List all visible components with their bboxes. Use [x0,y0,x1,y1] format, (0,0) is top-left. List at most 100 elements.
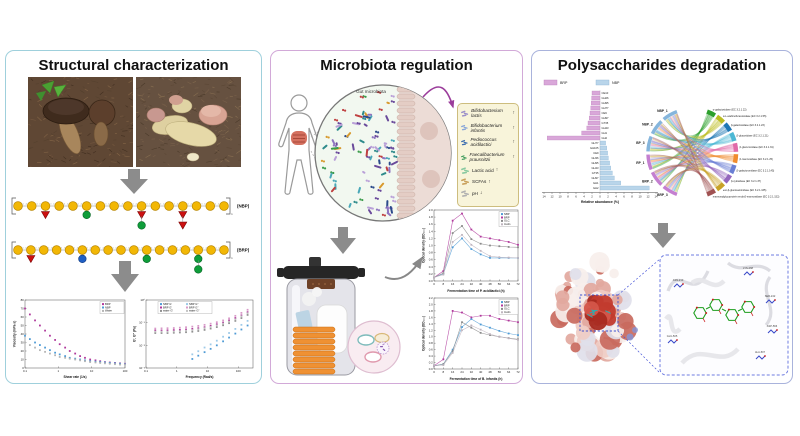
svg-text:10⁻³: 10⁻³ [139,366,145,370]
svg-text:56: 56 [498,282,502,286]
docking-view: ASN-213 LYS-268 SER-242 ASP-566 GLU-505 ALA-5… [550,251,789,376]
svg-text:Optical density (OD₆₀₀): Optical density (OD₆₀₀) [422,228,426,263]
human-figure [278,94,320,195]
svg-text:0.8: 0.8 [429,341,433,345]
svg-text:(1→4): (1→4) [22,248,27,250]
svg-text:1.8: 1.8 [429,309,433,313]
svg-text:NBP G″: NBP G″ [189,302,198,306]
trend-arrow-icon: ↑ [512,139,516,146]
bacteria-icon [461,139,468,146]
svg-text:BRP: BRP [560,81,568,85]
svg-text:1.4: 1.4 [429,229,433,233]
svg-text:BRP_1: BRP_1 [636,161,645,165]
svg-text:GH1: GH1 [593,181,599,185]
svg-text:10: 10 [206,369,210,373]
svg-text:n: n [231,213,233,216]
svg-text:(1→4): (1→4) [177,248,182,250]
svg-text:80: 80 [21,298,25,302]
down-arrow-icon [111,261,139,292]
svg-text:64: 64 [507,282,511,286]
svg-text:(1→4): (1→4) [105,204,110,206]
svg-text:(1→4): (1→4) [160,204,165,206]
svg-text:(1→4): (1→4) [187,204,192,206]
svg-text:8: 8 [443,370,445,374]
finding-item: SCFAs ↑ [461,178,515,186]
svg-text:β-galacturonidase (EC 3.2.1.14: β-galacturonidase (EC 3.2.1.145) [737,169,775,173]
svg-text:72: 72 [516,282,520,286]
svg-text:1.0: 1.0 [429,244,433,248]
svg-text:14: 14 [654,195,658,199]
svg-text:16: 16 [451,370,455,374]
svg-text:0.4: 0.4 [429,354,433,358]
down-arrow-icon [330,227,356,254]
svg-text:10: 10 [638,195,642,199]
svg-text:BRP: BRP [105,302,111,306]
svg-text:CE9: CE9 [593,151,599,155]
svg-text:(1→4): (1→4) [201,204,206,206]
svg-text:(BRP): (BRP) [237,248,250,253]
svg-text:8: 8 [567,195,569,199]
svg-text:10⁰: 10⁰ [140,298,145,302]
svg-text:(1→4): (1→4) [36,204,41,206]
svg-text:GH2: GH2 [593,186,599,190]
svg-text:(1→4): (1→4) [35,248,40,250]
svg-text:GLC: GLC [504,219,510,223]
residue-label: GLU-505 [667,334,678,338]
svg-text:0.0: 0.0 [429,367,433,371]
od-plot-infantis: 0 8 16 24 32 40 48 56 64 72 0.0 0.2 0.4 0.6 0.8 1.0 1.2 1… [422,296,520,381]
svg-text:6: 6 [575,195,577,199]
svg-text:GH95: GH95 [591,161,599,165]
svg-text:40: 40 [21,332,25,336]
finding-name: pH [472,190,478,196]
svg-text:CE10: CE10 [602,91,609,95]
trend-arrow-icon: ↑ [512,154,516,161]
svg-text:BRP G″: BRP G″ [189,305,198,309]
trend-arrow-icon: ↑ [512,110,516,117]
svg-text:GH97: GH97 [602,116,610,120]
svg-text:GT35: GT35 [592,171,599,175]
svg-text:10: 10 [21,358,25,362]
svg-text:G′, G″ (Pa): G′, G″ (Pa) [133,326,137,342]
svg-text:(1→4): (1→4) [50,204,55,206]
svg-text:(1→4): (1→4) [215,248,220,250]
finding-name: SCFAs [472,179,487,185]
svg-text:(1→4): (1→4) [99,248,104,250]
svg-text:(1→4): (1→4) [78,204,83,206]
svg-text:1.2: 1.2 [429,236,433,240]
svg-text:56: 56 [498,370,502,374]
svg-text:BRP_2: BRP_2 [642,180,653,184]
bacteria-icon [461,190,469,197]
svg-text:Relative abundance (%): Relative abundance (%) [581,200,619,204]
svg-text:NBP: NBP [105,305,111,309]
finding-item: pH ↓ [461,190,515,197]
residue-label: ASN-213 [673,278,684,282]
svg-text:BRP: BRP [504,215,510,219]
svg-text:GH105: GH105 [590,146,599,150]
svg-text:(NBP): (NBP) [237,204,250,209]
svg-text:CE9: CE9 [602,111,608,115]
svg-text:GH95: GH95 [602,101,610,105]
findings-box: Bifidobacterium lactis ↑ Bifidobacterium i… [457,103,519,207]
svg-text:(1→4): (1→4) [151,248,156,250]
svg-text:GH43: GH43 [602,126,610,130]
curved-arrow-icon [384,256,423,280]
residue-label: ALA-507 [755,350,766,354]
svg-text:Fermentation time of B. infant: Fermentation time of B. infantis (h) [450,377,503,381]
svg-text:0: 0 [599,195,601,199]
svg-text:GH77: GH77 [591,141,599,145]
bacteria-icon [461,154,467,160]
svg-text:GH43: GH43 [591,166,599,170]
svg-text:(1→4): (1→4) [202,248,207,250]
svg-text:(1→4): (1→4) [23,204,28,206]
svg-text:NBP: NBP [612,81,620,85]
svg-text:1.4: 1.4 [429,322,433,326]
svg-text:(1→4): (1→4) [146,204,151,206]
svg-text:0.0: 0.0 [429,279,433,283]
svg-text:40: 40 [479,370,483,374]
svg-text:0.8: 0.8 [429,251,433,255]
trend-arrow-icon: ↓ [479,190,483,197]
finding-name: Pediococcus acidilactici [470,137,497,148]
svg-text:100: 100 [123,369,128,373]
svg-text:Fermentation time of P. acidil: Fermentation time of P. acidilactici (h) [447,289,504,293]
svg-text:β-mannosidase (EC 3.2.1.25): β-mannosidase (EC 3.2.1.25) [740,157,773,161]
